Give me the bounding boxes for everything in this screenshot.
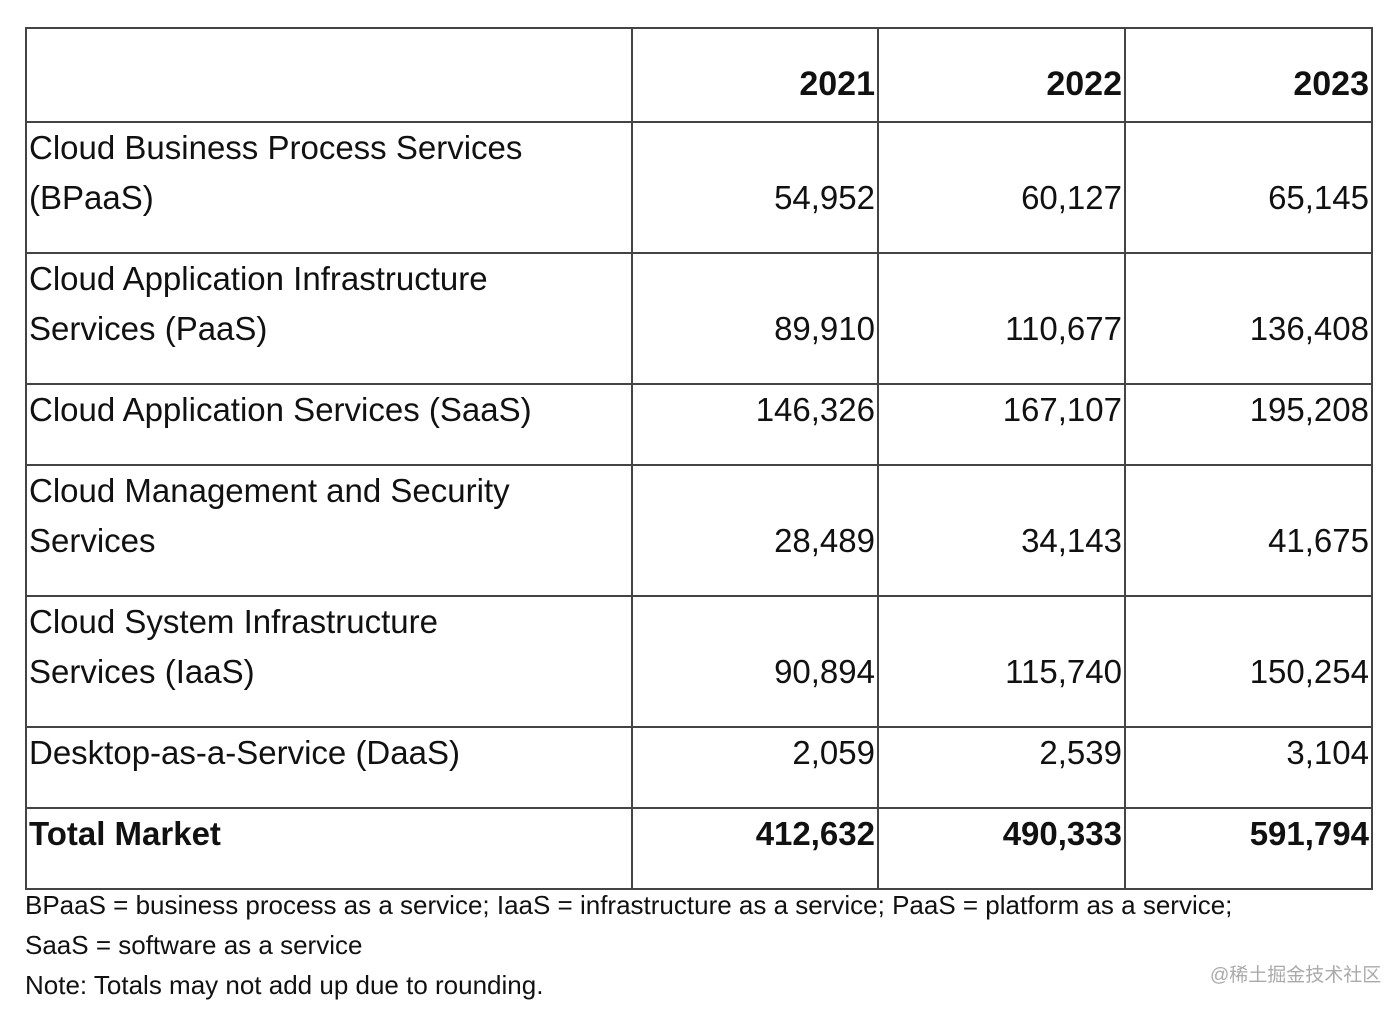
header-row: 2021 2022 2023 <box>25 27 1373 123</box>
value-cell: 146,326 <box>631 383 879 466</box>
value-cell: 28,489 <box>631 464 879 597</box>
row-label: Cloud Application Services (SaaS) <box>25 383 633 466</box>
value-cell: 115,740 <box>877 595 1126 728</box>
label-line: (BPaaS) <box>29 179 154 216</box>
label-line: Services (PaaS) <box>29 310 268 347</box>
row-label: Cloud Application Infrastructure Services… <box>25 252 633 385</box>
table-row: Cloud Application Infrastructure Services… <box>25 252 1373 385</box>
value-cell: 136,408 <box>1124 252 1373 385</box>
note-line: BPaaS = business process as a service; I… <box>25 890 1233 920</box>
label-line: Cloud System Infrastructure <box>29 603 438 640</box>
table-row: Cloud Business Process Services (BPaaS) 54… <box>25 121 1373 254</box>
value-cell: 54,952 <box>631 121 879 254</box>
label-line: Services (IaaS) <box>29 653 255 690</box>
label-line: Cloud Management and Security <box>29 472 510 509</box>
note-line: SaaS = software as a service <box>25 930 363 960</box>
label-line: Desktop-as-a-Service (DaaS) <box>29 734 460 771</box>
watermark: @稀土掘金技术社区 <box>1210 965 1382 986</box>
label-line: Cloud Application Infrastructure <box>29 260 488 297</box>
note-line: Note: Totals may not add up due to round… <box>25 970 544 1000</box>
row-label: Total Market <box>25 807 633 890</box>
value-cell: 65,145 <box>1124 121 1373 254</box>
row-label: Desktop-as-a-Service (DaaS) <box>25 726 633 809</box>
value-cell: 34,143 <box>877 464 1126 597</box>
data-table: 2021 2022 2023 Cloud Business Process Servi… <box>25 27 1373 890</box>
label-line: Cloud Application Services (SaaS) <box>29 391 532 428</box>
value-cell: 110,677 <box>877 252 1126 385</box>
table-row: Cloud Management and Security Services 28,… <box>25 464 1373 597</box>
value-cell: 60,127 <box>877 121 1126 254</box>
row-label: Cloud Management and Security Services <box>25 464 633 597</box>
label-line: Cloud Business Process Services <box>29 129 523 166</box>
value-cell: 412,632 <box>631 807 879 890</box>
value-cell: 591,794 <box>1124 807 1373 890</box>
table-row: Cloud Application Services (SaaS) 146,326… <box>25 383 1373 466</box>
table-row: Cloud System Infrastructure Services (Iaa… <box>25 595 1373 728</box>
header-cell <box>25 27 633 123</box>
value-cell: 41,675 <box>1124 464 1373 597</box>
row-label: Cloud Business Process Services (BPaaS) <box>25 121 633 254</box>
value-cell: 150,254 <box>1124 595 1373 728</box>
value-cell: 195,208 <box>1124 383 1373 466</box>
value-cell: 2,059 <box>631 726 879 809</box>
header-cell: 2021 <box>631 27 879 123</box>
total-row: Total Market 412,632 490,333 591,794 <box>25 807 1373 890</box>
value-cell: 490,333 <box>877 807 1126 890</box>
value-cell: 2,539 <box>877 726 1126 809</box>
row-label: Cloud System Infrastructure Services (Iaa… <box>25 595 633 728</box>
table-row: Desktop-as-a-Service (DaaS) 2,059 2,539 3,1… <box>25 726 1373 809</box>
value-cell: 3,104 <box>1124 726 1373 809</box>
notes: BPaaS = business process as a service; I… <box>25 885 1232 1005</box>
value-cell: 90,894 <box>631 595 879 728</box>
header-cell: 2022 <box>877 27 1126 123</box>
header-cell: 2023 <box>1124 27 1373 123</box>
value-cell: 89,910 <box>631 252 879 385</box>
value-cell: 167,107 <box>877 383 1126 466</box>
label-line: Services <box>29 522 156 559</box>
